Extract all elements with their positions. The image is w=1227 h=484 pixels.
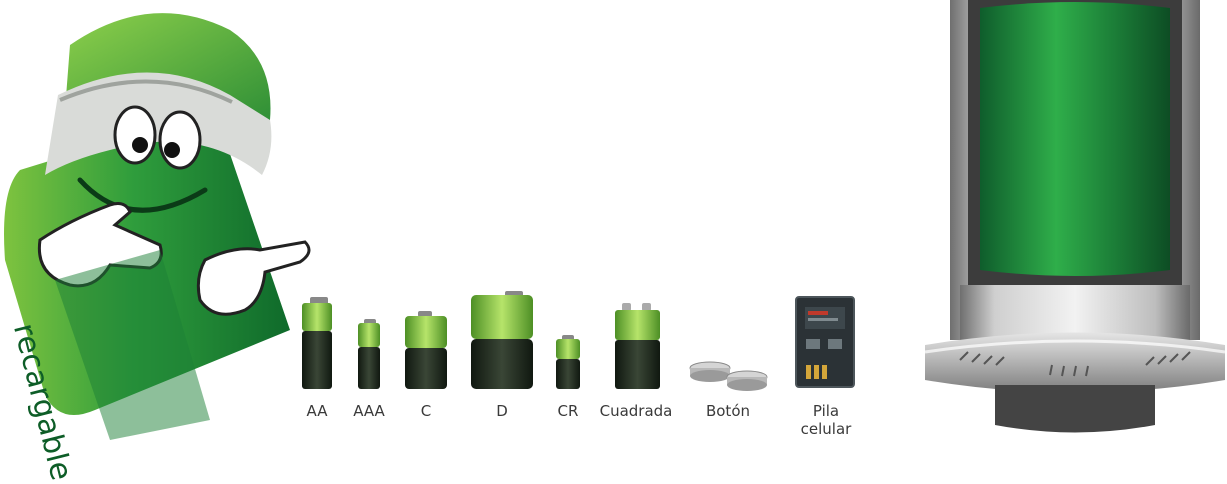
battery-container-illustration [924,0,1226,433]
label-c: C [420,402,432,420]
battery-mascot-illustration [4,13,311,440]
battery-types-illustration [302,291,855,391]
cr-battery-icon [556,335,580,389]
label-d: D [496,402,508,420]
label-aaa: AAA [353,402,385,420]
battery-container [920,0,1227,452]
label-pila-celular: Pila celular [800,402,852,438]
square-battery-icon [615,303,660,389]
cell-phone-battery-icon [795,296,855,388]
battery-mascot: recargable [0,0,320,484]
label-cr: CR [557,402,579,420]
button-battery-icon [689,361,768,391]
aaa-battery-icon [358,319,380,389]
label-boton: Botón [705,402,751,420]
aa-battery-icon [302,297,332,389]
d-battery-icon [471,291,533,389]
battery-types-row: AA AAA C D CR Cuadrada Botón Pila celula… [290,285,870,445]
label-cuadrada: Cuadrada [599,402,673,420]
c-battery-icon [405,311,447,389]
label-aa: AA [306,402,328,420]
